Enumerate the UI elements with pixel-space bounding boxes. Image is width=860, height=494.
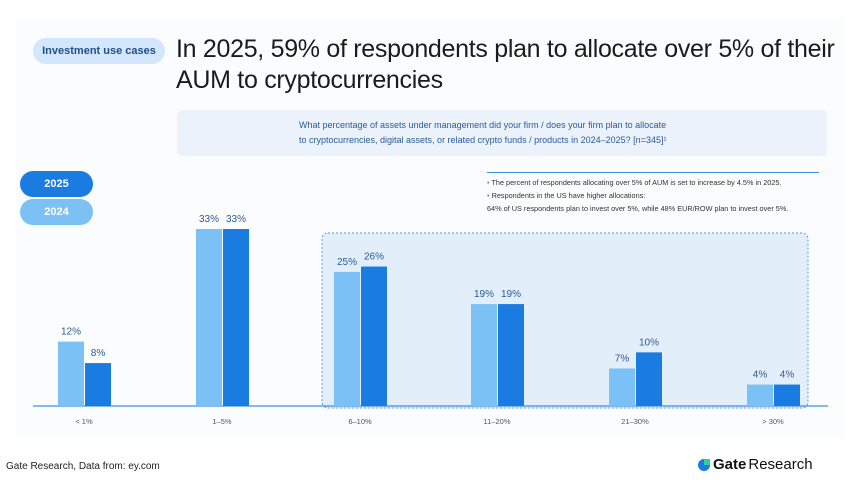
key-notes: • The percent of respondents allocating … (487, 172, 819, 215)
page-title: In 2025, 59% of respondents plan to allo… (176, 35, 835, 94)
bar-2025 (361, 266, 387, 406)
legend-2025: 2025 (20, 171, 93, 197)
data-label: 4% (780, 370, 795, 381)
bar-2024 (334, 271, 360, 406)
brand-suffix: Research (748, 456, 813, 473)
data-label: 7% (615, 353, 630, 364)
bar-2024 (58, 341, 84, 406)
gate-logo-icon (698, 458, 710, 471)
x-tick-label: > 30% (762, 417, 784, 426)
source-note: Gate Research, Data from: ey.com (6, 461, 160, 472)
bar-2025 (774, 384, 800, 406)
brand-logo: Gate Research (697, 456, 813, 473)
x-tick-label: 11–20% (484, 417, 511, 426)
question-line-2: to cryptocurrencies, digital assets, or … (299, 135, 667, 145)
data-label: 26% (364, 252, 384, 263)
bar-2024 (196, 229, 222, 406)
bar-chart: 12% 8% < 1% 33% 33% 1–5% 25% 26% 6–10% 19% 19% 11–2… (33, 214, 828, 426)
brand-name: Gate (713, 456, 747, 473)
note-1: • The percent of respondents allocating … (487, 178, 782, 187)
note-2: • Respondents in the US have higher allo… (487, 191, 646, 200)
bar-2025 (223, 229, 249, 406)
bar-2024 (471, 304, 497, 406)
bar-2024 (609, 368, 635, 406)
legend-2024: 2024 (20, 199, 93, 225)
data-label: 19% (474, 289, 494, 300)
data-label: 25% (337, 257, 357, 268)
bar-2024 (747, 384, 773, 406)
x-tick-label: 21–30% (621, 417, 649, 426)
data-label: 33% (199, 214, 219, 225)
x-tick-label: 1–5% (212, 417, 232, 426)
question-line-1: What percentage of assets under manageme… (299, 120, 667, 130)
data-label: 10% (639, 337, 659, 348)
highlight-region (321, 232, 809, 409)
bar-2025 (636, 352, 662, 406)
section-tag: Investment use cases (33, 38, 165, 64)
data-label: 8% (91, 348, 106, 359)
note-3: 64% of US respondents plan to invest ove… (487, 204, 789, 213)
data-label: 33% (226, 214, 246, 225)
bar-2025 (85, 363, 111, 406)
x-tick-label: 6–10% (348, 417, 372, 426)
survey-question: What percentage of assets under manageme… (177, 110, 827, 156)
data-label: 19% (501, 289, 521, 300)
bar-2025 (498, 304, 524, 406)
data-label: 4% (753, 370, 768, 381)
data-label: 12% (61, 327, 81, 338)
x-tick-label: < 1% (75, 417, 93, 426)
